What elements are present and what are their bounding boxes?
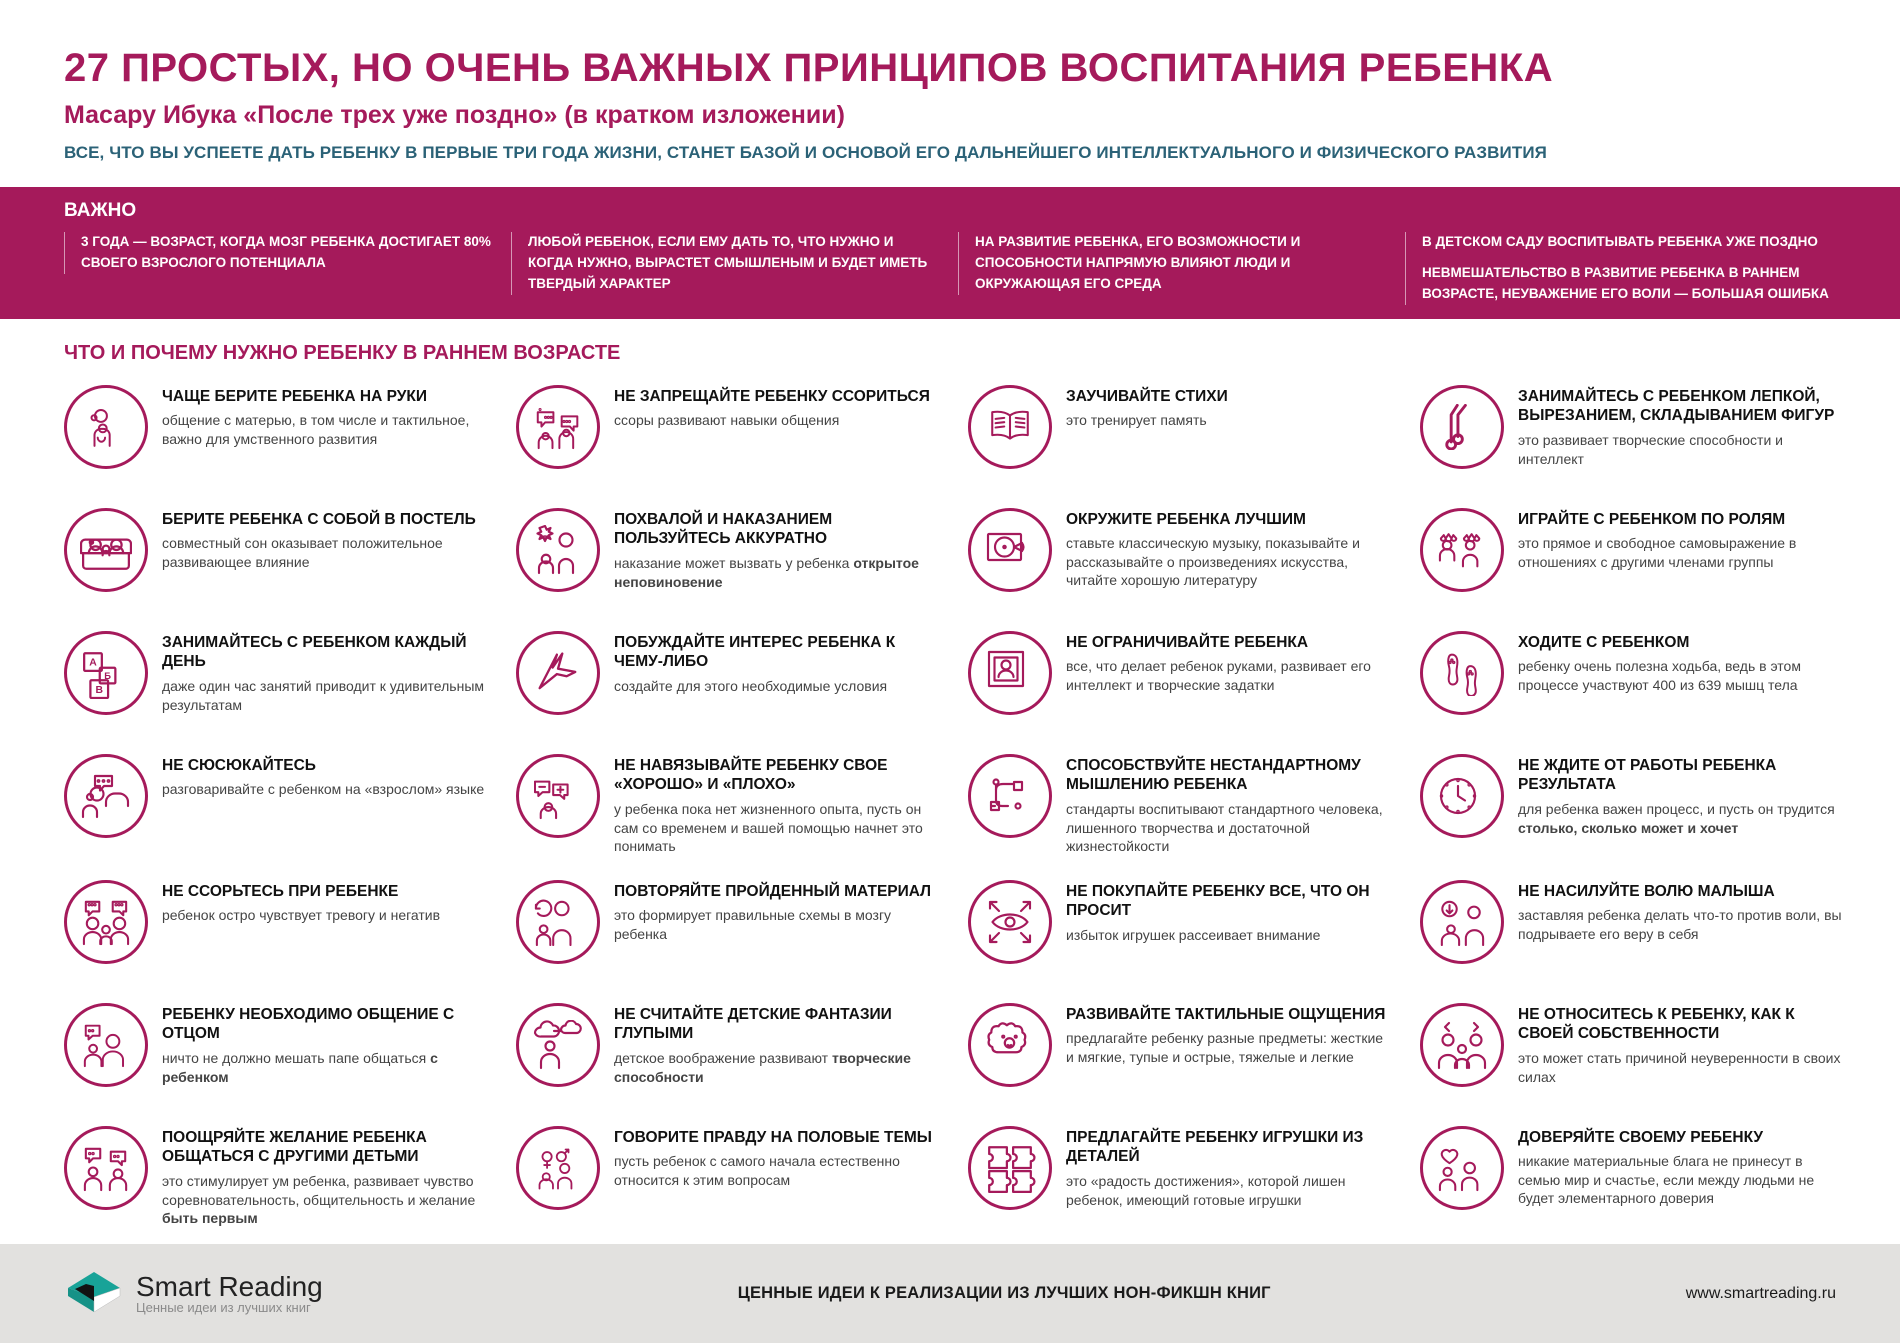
svg-text:А: А: [89, 657, 97, 668]
svg-text:В: В: [95, 684, 103, 695]
